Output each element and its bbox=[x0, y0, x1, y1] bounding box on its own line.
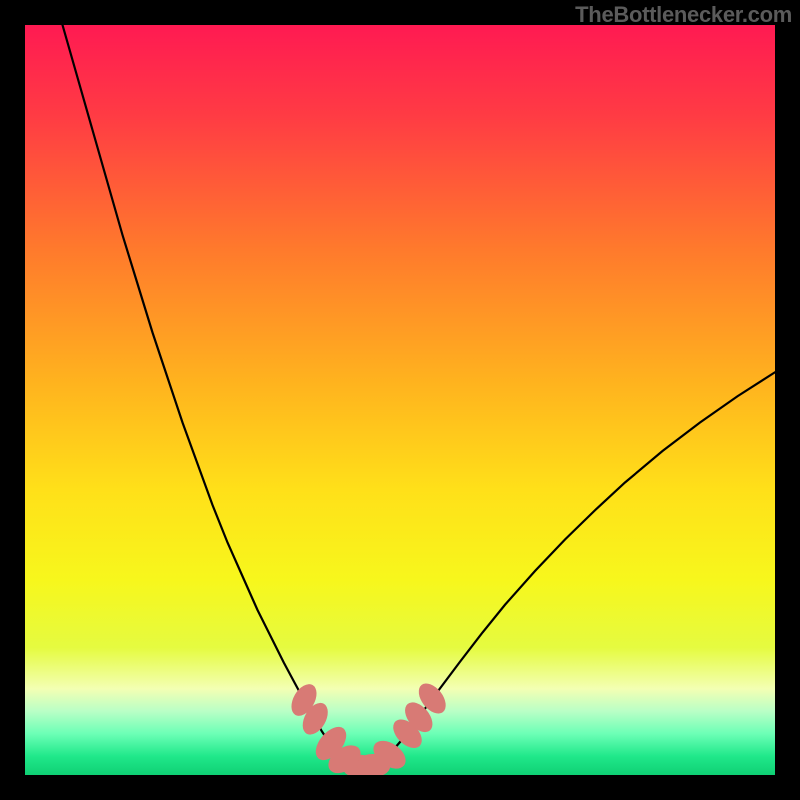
chart-frame: TheBottlenecker.com bbox=[0, 0, 800, 800]
gradient-background bbox=[25, 25, 775, 775]
plot-svg bbox=[25, 25, 775, 775]
plot-area bbox=[25, 25, 775, 775]
watermark-text: TheBottlenecker.com bbox=[575, 2, 792, 28]
